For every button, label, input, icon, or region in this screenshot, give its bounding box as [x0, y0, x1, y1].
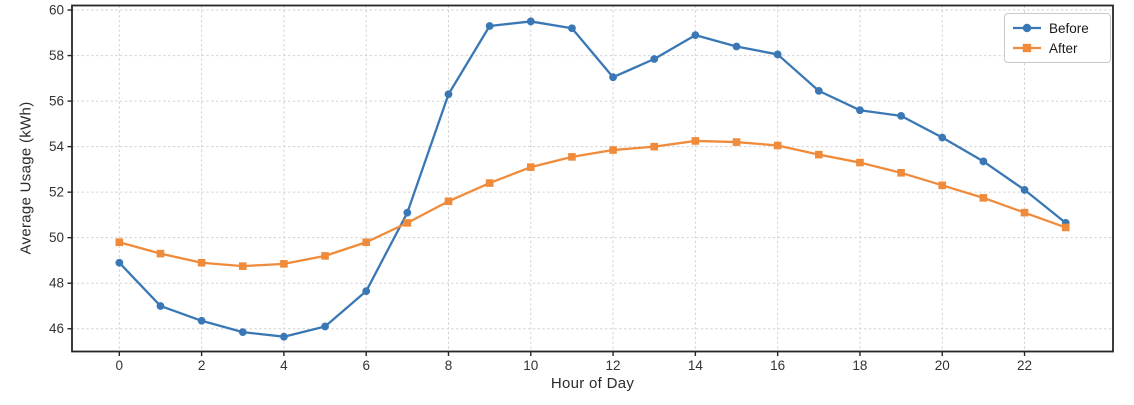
data-point-before — [1020, 185, 1029, 194]
x-tick-label: 12 — [606, 358, 621, 373]
data-point-after — [732, 138, 741, 146]
before-line-circle-icon — [1013, 23, 1041, 33]
data-point-before — [650, 55, 659, 63]
data-point-before — [238, 328, 247, 337]
data-point-before — [814, 86, 823, 95]
x-tick-label: 14 — [688, 358, 704, 373]
y-tick-label: 46 — [49, 321, 64, 336]
data-point-before — [773, 50, 782, 59]
data-point-before — [115, 258, 124, 267]
data-point-before — [568, 24, 576, 33]
y-tick-label: 52 — [49, 185, 64, 200]
data-point-after — [403, 219, 412, 227]
data-point-after — [938, 181, 947, 190]
data-point-before — [362, 287, 371, 296]
x-tick-label: 22 — [1017, 358, 1032, 373]
data-point-before — [280, 332, 288, 341]
data-point-before — [979, 157, 988, 166]
data-point-before — [321, 322, 329, 331]
data-point-after — [650, 142, 659, 151]
data-point-before — [897, 112, 905, 120]
after-line-square-icon — [1013, 43, 1041, 53]
data-point-after — [979, 194, 988, 202]
x-tick-label: 6 — [362, 358, 370, 373]
data-point-after — [444, 197, 453, 206]
x-tick-label: 2 — [198, 358, 206, 373]
data-point-before — [526, 17, 535, 26]
data-point-after — [609, 146, 617, 154]
data-point-after — [691, 137, 700, 145]
data-point-after — [362, 238, 370, 247]
data-point-after — [321, 252, 329, 260]
legend-label-after: After — [1049, 40, 1078, 56]
x-tick-label: 0 — [116, 358, 124, 373]
y-tick-label: 54 — [49, 139, 65, 154]
y-axis-label: Average Usage (kWh) — [17, 101, 35, 255]
data-point-after — [156, 249, 165, 258]
y-tick-label: 50 — [49, 230, 64, 245]
data-point-after — [773, 141, 782, 150]
y-tick-label: 58 — [49, 48, 64, 63]
x-tick-label: 8 — [445, 358, 453, 373]
data-point-before — [938, 133, 947, 142]
data-point-after — [197, 258, 206, 267]
legend-item-before: Before — [1012, 18, 1102, 38]
x-axis-label: Hour of Day — [550, 375, 635, 392]
data-point-after — [238, 262, 247, 270]
data-point-after — [485, 179, 494, 187]
data-point-before — [732, 42, 741, 51]
data-point-before — [403, 208, 412, 217]
data-point-before — [156, 302, 165, 310]
y-tick-label: 56 — [49, 94, 64, 109]
series-line-after — [118, 139, 1067, 268]
legend: Before After — [1004, 13, 1111, 63]
data-point-after — [526, 163, 535, 171]
data-point-after — [115, 238, 124, 247]
data-point-before — [444, 90, 453, 99]
data-point-after — [815, 150, 823, 159]
data-point-before — [609, 73, 617, 82]
x-tick-label: 10 — [523, 358, 538, 373]
data-point-before — [197, 316, 206, 325]
y-tick-label: 60 — [49, 3, 64, 18]
data-point-after — [856, 158, 864, 167]
axes-frame — [71, 4, 1114, 353]
legend-item-after: After — [1012, 38, 1102, 58]
x-tick-label: 16 — [770, 358, 785, 373]
data-point-after — [280, 260, 288, 268]
data-point-before — [856, 106, 864, 115]
data-point-after — [1020, 208, 1029, 217]
series-line-before — [118, 20, 1067, 338]
x-tick-label: 20 — [935, 358, 950, 373]
data-point-before — [691, 31, 700, 39]
x-tick-label: 18 — [852, 358, 867, 373]
data-point-after — [897, 169, 905, 177]
data-point-after — [1061, 223, 1070, 232]
x-tick-label: 4 — [280, 358, 288, 373]
y-tick-label: 48 — [49, 276, 64, 291]
legend-label-before: Before — [1049, 20, 1089, 36]
data-point-before — [485, 22, 494, 30]
data-point-after — [568, 153, 576, 161]
